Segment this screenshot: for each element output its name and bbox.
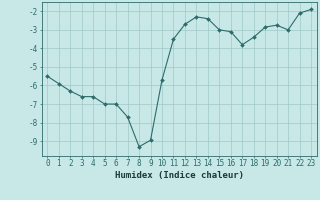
X-axis label: Humidex (Indice chaleur): Humidex (Indice chaleur) bbox=[115, 171, 244, 180]
